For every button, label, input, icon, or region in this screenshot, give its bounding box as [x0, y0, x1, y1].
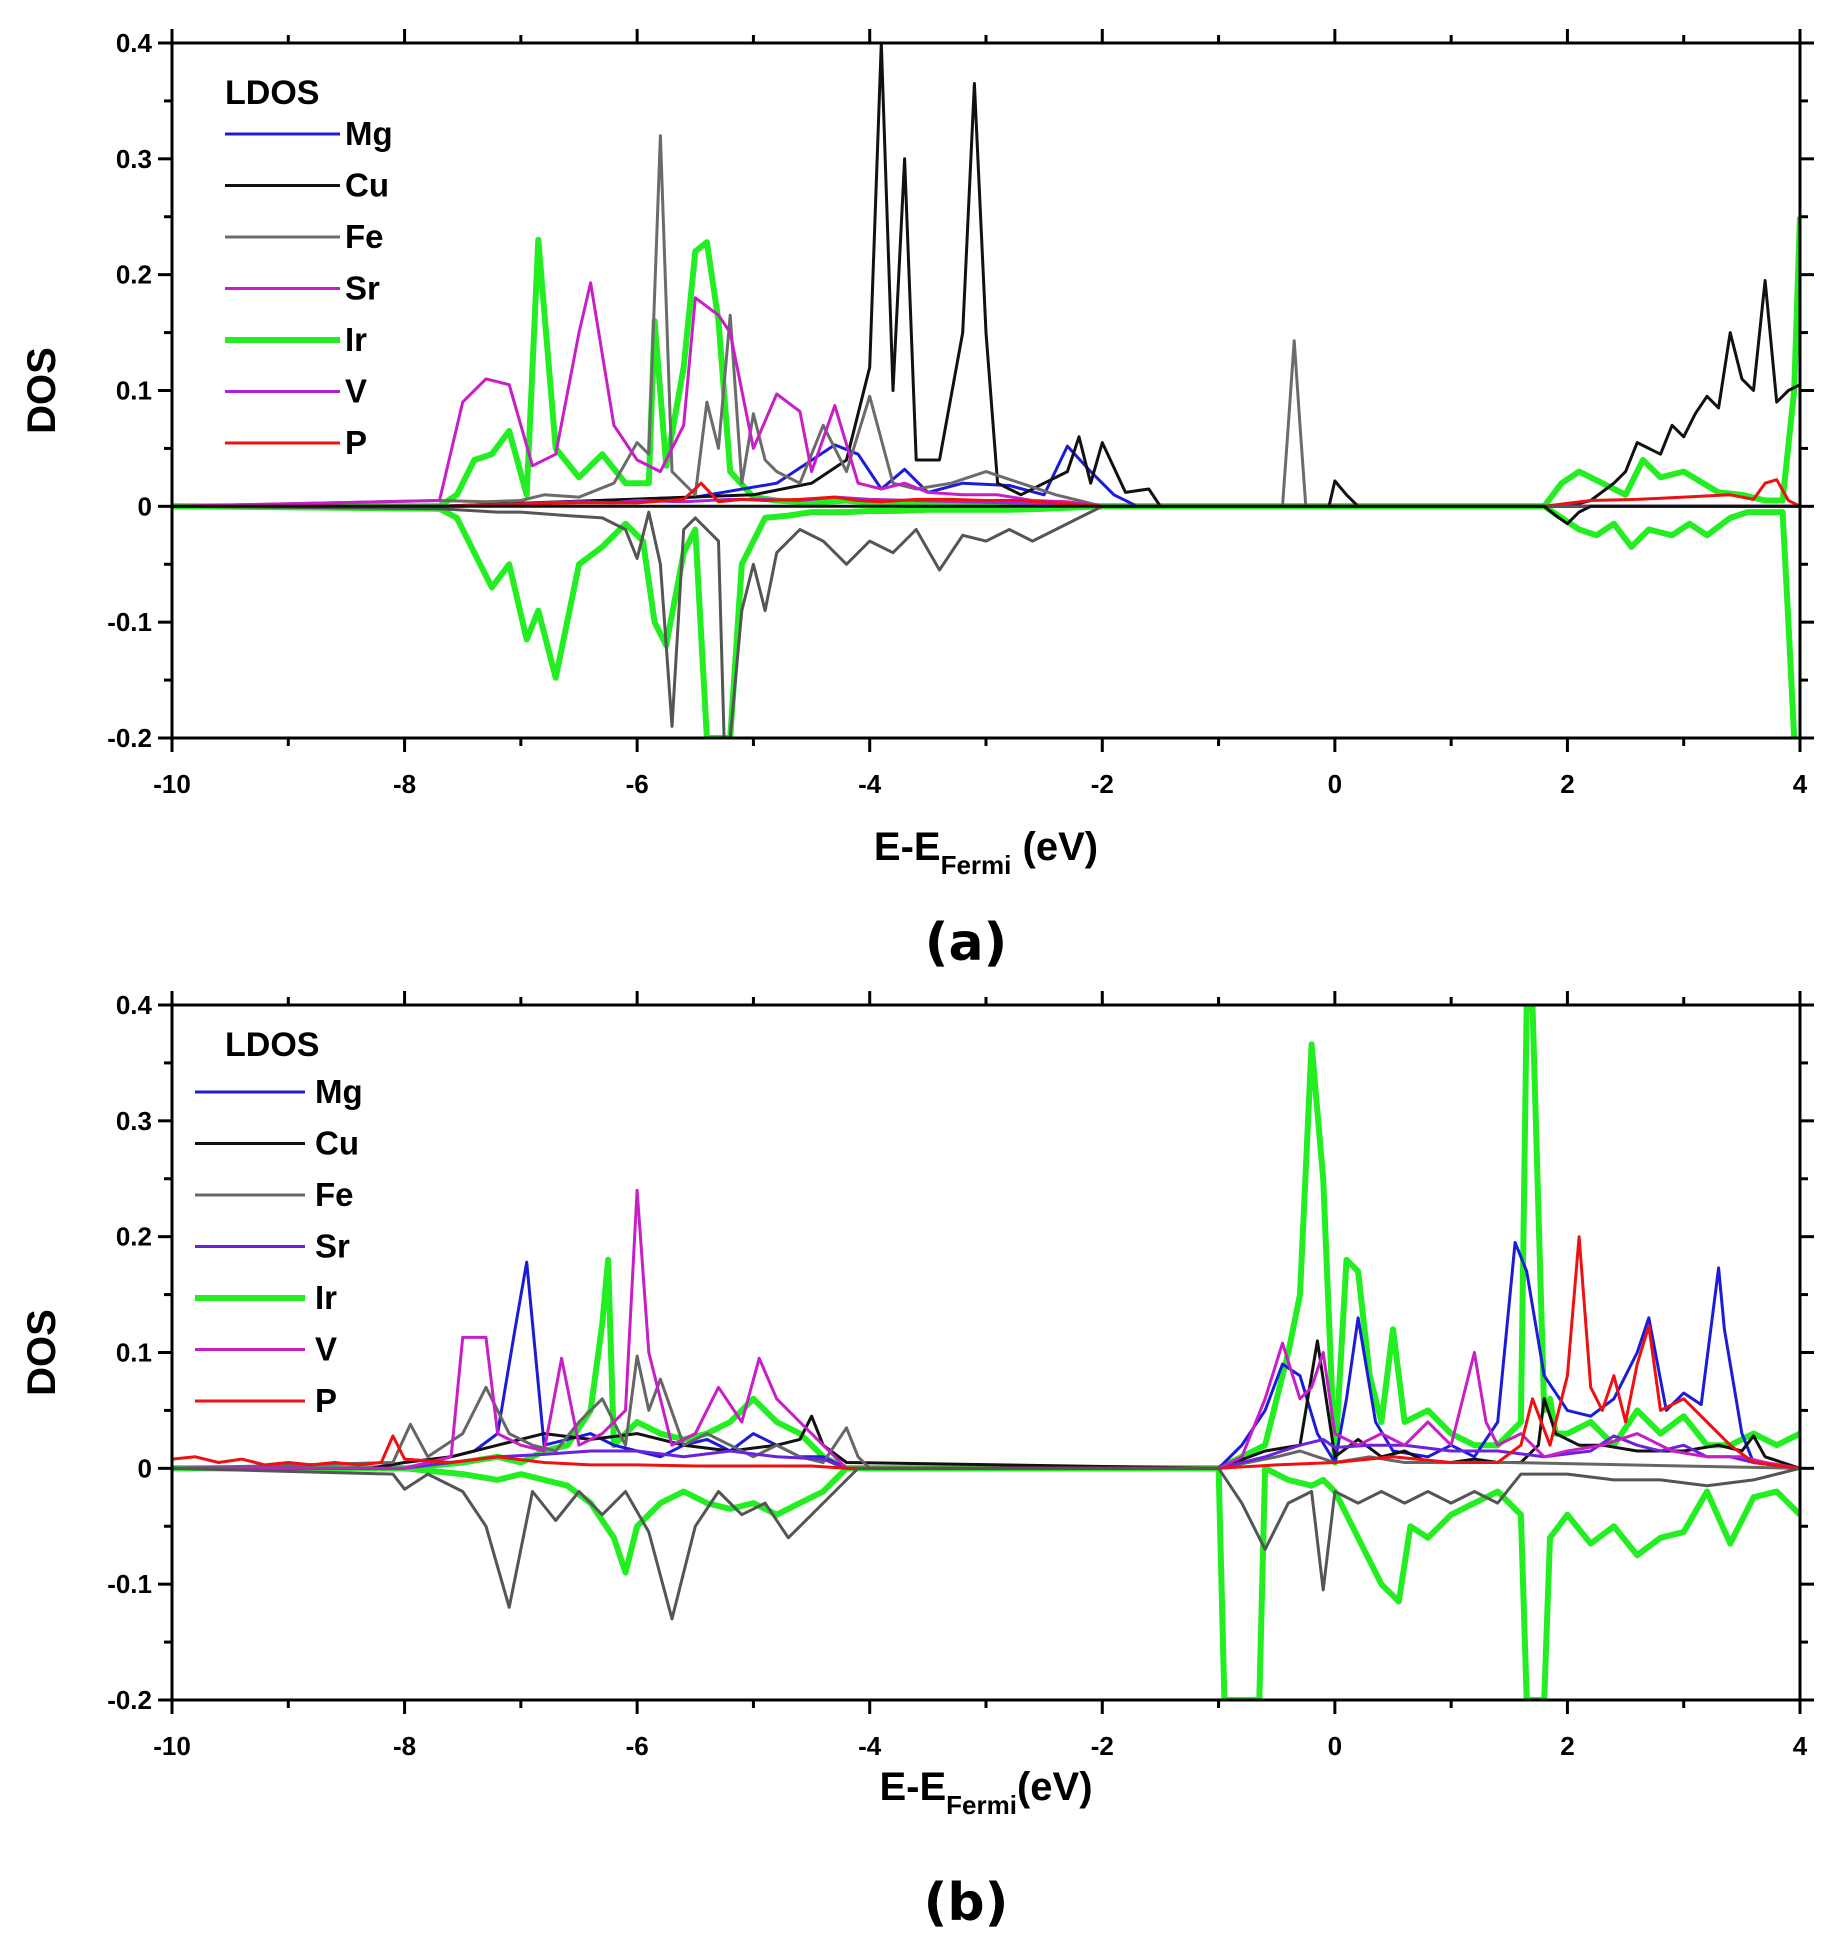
panel-a-ytick-label: 0.1 [116, 376, 152, 406]
panel-a-ytick-label: -0.1 [107, 607, 152, 637]
panel-a-series-cu-down [172, 504, 1800, 526]
panel-b-series-group [172, 1005, 1800, 1700]
panel-b-series-p [172, 1235, 1800, 1470]
panel-a-xtick-label: -8 [393, 769, 416, 799]
panel-a-legend-label-ir: Ir [345, 321, 367, 358]
panel-b-ytick-label: -0.2 [107, 1685, 152, 1715]
panel-a-legend-label-mg: Mg [345, 115, 393, 152]
panel-b-xtick-label: 4 [1793, 1731, 1808, 1761]
panel-b-ytick-label: 0.2 [116, 1222, 152, 1252]
panel-b-legend-label-cu: Cu [315, 1125, 359, 1162]
panel-b-ytick-label: 0.1 [116, 1338, 152, 1368]
panel-a-legend-label-cu: Cu [345, 167, 389, 204]
panel-a-legend-label-fe: Fe [345, 218, 384, 255]
panel-a-legend-label-p: P [345, 424, 367, 461]
panel-a-xtick-label: 0 [1328, 769, 1342, 799]
panel-a-series-group [172, 43, 1800, 738]
panel-b-panel-label: (b) [924, 1873, 1009, 1933]
panel-a-legend-label-sr: Sr [345, 270, 380, 307]
panel-a-series-ir-down [172, 503, 1798, 738]
panel-a-ylabel: DOS [20, 347, 64, 434]
panel-b-series-cu [172, 1339, 1800, 1470]
panel-b-legend-label-sr: Sr [315, 1228, 350, 1265]
panel-a-xtick-label: -6 [626, 769, 649, 799]
panel-b-xtick-label: -2 [1091, 1731, 1114, 1761]
panel-b-legend-label-p: P [315, 1382, 337, 1419]
panel-b-series-fe-down [172, 1466, 1800, 1621]
panel-b-legend-label-v: V [315, 1331, 337, 1368]
panel-a-ytick-label: 0.3 [116, 144, 152, 174]
panel-a-legend: LDOS Mg Cu Fe Sr Ir VP [225, 74, 393, 461]
panel-b-legend-label-fe: Fe [315, 1176, 354, 1213]
panel-a-ytick-label: -0.2 [107, 723, 152, 753]
panel-b-xtick-label: -6 [626, 1731, 649, 1761]
panel-b-xlabel: E-EFermi(eV) [879, 1765, 1092, 1820]
panel-a-legend-label-v: V [345, 373, 367, 410]
panel-b-ytick-label: 0.4 [116, 990, 153, 1020]
panel-b-legend-label-ir: Ir [315, 1279, 337, 1316]
panel-a-xlabel: E-EFermi (eV) [874, 825, 1098, 880]
panel-b-series-ir-down [172, 1465, 1800, 1700]
panel-a-ytick-label: 0.2 [116, 260, 152, 290]
panel-a-series-cu [172, 43, 1800, 508]
panel-a-xtick-label: -4 [858, 769, 882, 799]
panel-a-series-fe-down [172, 504, 1800, 738]
panel-a-series-mg [172, 443, 1800, 508]
panel-a-series-ir [172, 216, 1800, 510]
panel-b-xtick-label: 0 [1328, 1731, 1342, 1761]
panel-b-legend: LDOS Mg Cu Fe Sr Ir VP [195, 1026, 363, 1419]
panel-b-ylabel: DOS [20, 1309, 64, 1396]
panel-b-series-v [172, 1188, 1800, 1470]
panel-a-xtick-label: -10 [153, 769, 191, 799]
panel-a-ytick-label: 0.4 [116, 28, 153, 58]
panel-a-series-sr [172, 281, 1800, 508]
panel-a-plot-frame [170, 41, 1802, 740]
panel-b-ytick-label: 0.3 [116, 1106, 152, 1136]
panel-a: -10 -8 -6 -4 -2 0 2 4 -0.2 -0.1 0 0.1 0.2 0.3 0.4 DOS E-… [20, 28, 1814, 973]
panel-b-plot-frame [170, 1003, 1802, 1702]
panel-b-series-ir [172, 1005, 1800, 1472]
panel-a-xtick-label: 2 [1560, 769, 1574, 799]
panel-a-series-p [172, 478, 1800, 508]
panel-a-xtick-label: 4 [1793, 769, 1808, 799]
panel-b-legend-label-mg: Mg [315, 1073, 363, 1110]
panel-b-xtick-label: -4 [858, 1731, 882, 1761]
panel-a-xtick-label: -2 [1091, 769, 1114, 799]
panel-a-ytick-label: 0 [138, 491, 152, 521]
panel-b-xtick-label: -10 [153, 1731, 191, 1761]
panel-b-ytick-label: -0.1 [107, 1569, 152, 1599]
panel-b-ytick-label: 0 [138, 1453, 152, 1483]
panel-a-legend-title: LDOS [225, 74, 319, 112]
panel-b: -10 -8 -6 -4 -2 0 2 4 -0.2 -0.1 0 0.1 0.2 0.3 0.4 DOS E-… [20, 990, 1814, 1933]
panel-b-series-fe [172, 1354, 1800, 1470]
panel-b-xtick-label: 2 [1560, 1731, 1574, 1761]
panel-b-series-sr [172, 1434, 1800, 1470]
panel-b-xtick-label: -8 [393, 1731, 416, 1761]
panel-b-legend-title: LDOS [225, 1026, 319, 1064]
panel-a-panel-label: (a) [925, 913, 1008, 973]
